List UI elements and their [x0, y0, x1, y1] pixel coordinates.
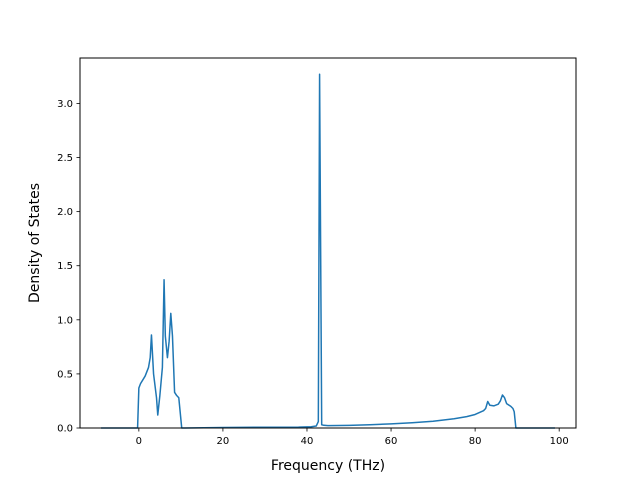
x-tick-label: 0: [136, 436, 142, 447]
y-tick-label: 3.0: [57, 99, 73, 110]
plot-frame: [79, 57, 577, 429]
y-tick-label: 1.0: [57, 315, 73, 326]
y-tick-label: 0.5: [57, 369, 73, 380]
x-tick-label: 20: [217, 436, 230, 447]
x-axis-label: Frequency (THz): [271, 458, 385, 474]
x-tick-label: 60: [385, 436, 398, 447]
y-tick-label: 0.0: [57, 424, 73, 435]
y-tick-label: 1.5: [57, 261, 73, 272]
x-tick-label: 100: [550, 436, 569, 447]
y-tick-label: 2.0: [57, 207, 73, 218]
y-tick-label: 2.5: [57, 153, 73, 164]
y-axis-ticks: 0.0 0.5 1.0 1.5 2.0 2.5 3.0: [57, 99, 80, 435]
dos-series-line: [101, 73, 555, 429]
x-tick-label: 80: [469, 436, 482, 447]
x-tick-label: 40: [301, 436, 314, 447]
plot-area: [101, 73, 555, 429]
y-axis-label: Density of States: [27, 183, 43, 303]
x-axis-ticks: 0 20 40 60 80 100: [136, 428, 569, 447]
